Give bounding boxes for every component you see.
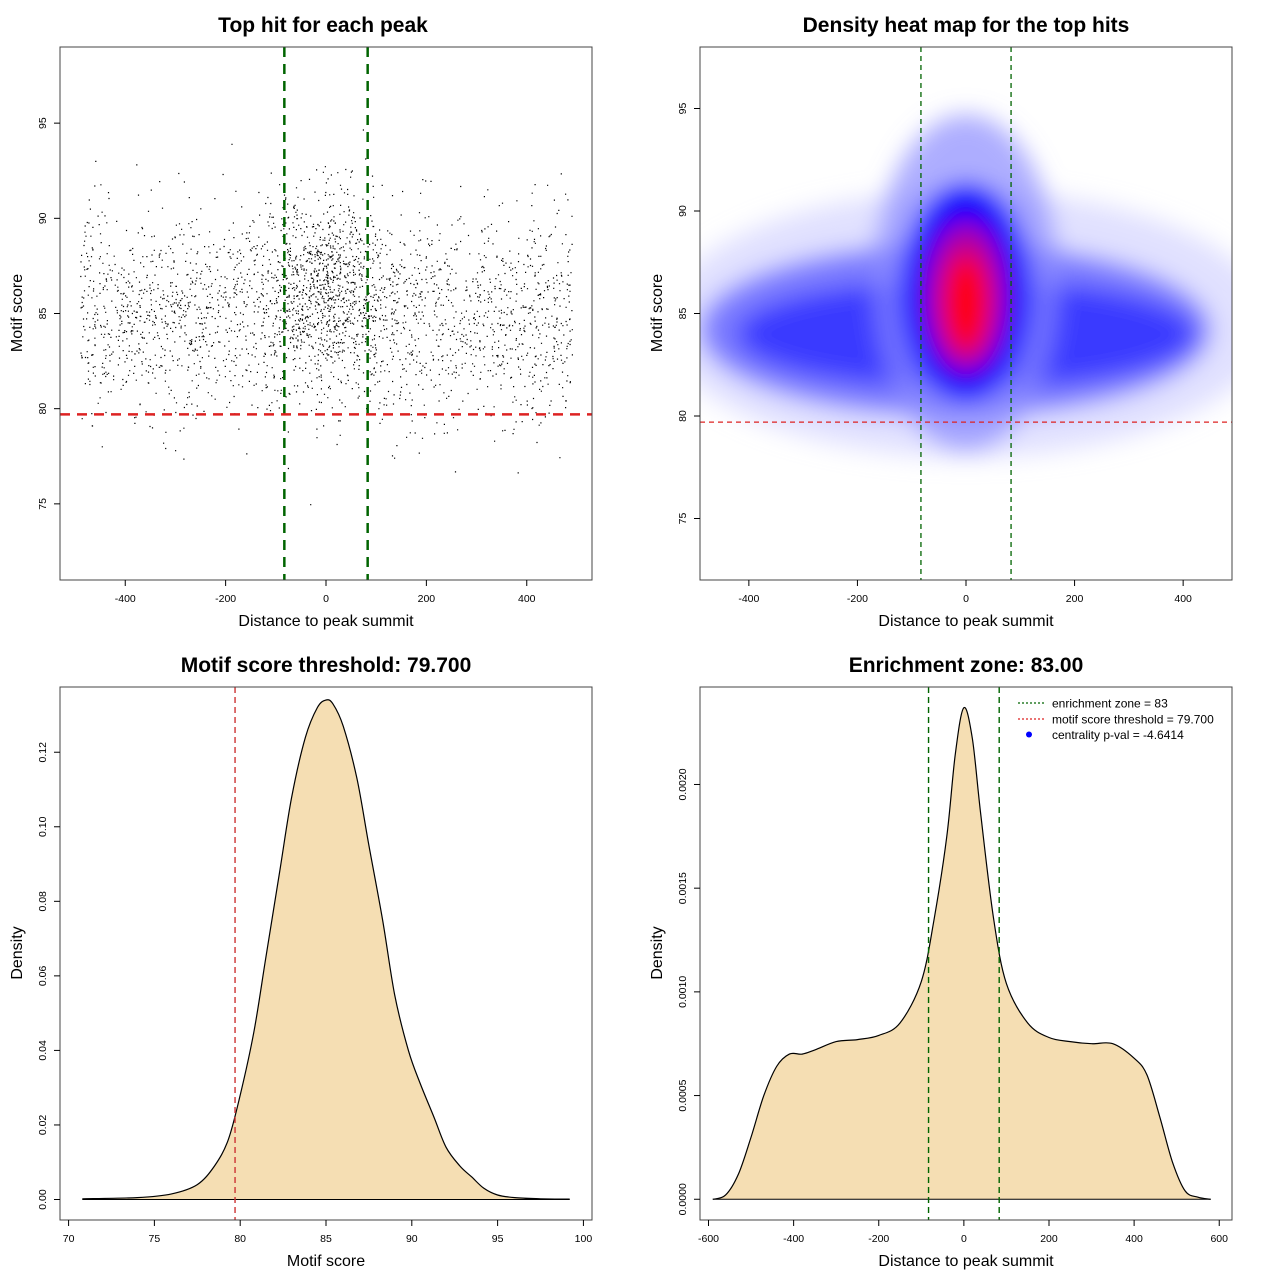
heatmap-title: Density heat map for the top hits (803, 14, 1130, 37)
score-density-ytick-label: 0.12 (37, 742, 49, 763)
panel-heatmap: Density heat map for the top hits -400 -2… (649, 14, 1233, 630)
scatter-xtick-label: 0 (323, 593, 329, 605)
distance-density-xtick-label: 0 (961, 1233, 967, 1245)
distance-density-zone-lines (927, 687, 1000, 1220)
scatter-points (80, 129, 573, 506)
distance-density-area (712, 707, 1211, 1200)
distance-density-curve (712, 707, 1211, 1200)
legend-centrality-point (1026, 731, 1032, 738)
heatmap-xtick-label: -400 (738, 593, 759, 605)
scatter-ylabel: Motif score (9, 274, 26, 352)
scatter-xtick-label: -200 (215, 593, 236, 605)
distance-density-xtick-label: 200 (1040, 1233, 1058, 1245)
panel-score-density: Motif score threshold: 79.700 70 75 80 85 90… (9, 654, 593, 1270)
scatter-xtick-label: 200 (418, 593, 436, 605)
score-density-ytick-label: 0.04 (37, 1040, 49, 1061)
distance-density-ytick-label: 0.0005 (677, 1079, 689, 1111)
score-density-ylabel: Density (9, 926, 26, 979)
score-density-xtick-label: 75 (149, 1233, 161, 1245)
panel-scatter: Top hit for each peak -400 -200 0 200 400 75 8… (9, 14, 593, 630)
distance-density-ytick-label: 0.0010 (677, 976, 689, 1008)
distance-density-xtick-label: 600 (1210, 1233, 1228, 1245)
score-density-ytick-label: 0.08 (37, 891, 49, 912)
score-density-ytick-label: 0.00 (37, 1189, 49, 1210)
distance-density-xtick-label: 400 (1125, 1233, 1143, 1245)
heatmap-ylabel: Motif score (649, 274, 666, 352)
scatter-ytick-label: 85 (37, 308, 49, 320)
scatter-title: Top hit for each peak (218, 14, 428, 37)
heatmap-axes: -400 -200 0 200 400 75 80 85 90 95 (677, 103, 1192, 605)
heatmap-density (700, 47, 1232, 580)
score-density-xtick-label: 100 (575, 1233, 593, 1245)
heatmap-layers (700, 114, 1232, 457)
distance-density-xtick-label: -400 (783, 1233, 804, 1245)
distance-density-frame (699, 686, 1233, 1221)
score-density-xtick-label: 85 (320, 1233, 332, 1245)
distance-density-ytick-label: 0.0000 (677, 1183, 689, 1215)
heatmap-xtick-label: 400 (1174, 593, 1192, 605)
score-density-area (82, 699, 570, 1200)
scatter-xtick-label: 400 (518, 593, 536, 605)
score-density-curve (82, 699, 570, 1200)
heat-center-red (943, 252, 989, 355)
heatmap-xtick-label: 0 (963, 593, 969, 605)
heatmap-xtick-label: -200 (847, 593, 868, 605)
score-density-title: Motif score threshold: 79.700 (181, 654, 472, 677)
distance-density-xtick-label: -600 (698, 1233, 719, 1245)
legend-centrality-pval: centrality p-val = -4.6414 (1052, 728, 1184, 742)
score-density-axes: 70 75 80 85 90 95 100 0.00 0.02 0.04 0.06 0.08 0.10 0… (37, 742, 592, 1245)
panel-distance-density: Enrichment zone: 83.00 -600 -400 -200 0 200 4… (649, 654, 1233, 1270)
distance-density-fill (712, 707, 1211, 1200)
score-density-xtick-label: 70 (63, 1233, 75, 1245)
scatter-xtick-label: -400 (115, 593, 136, 605)
score-density-ytick-label: 0.06 (37, 965, 49, 986)
heatmap-xtick-label: 200 (1066, 593, 1084, 605)
heatmap-ytick-label: 95 (677, 103, 689, 115)
heatmap-ytick-label: 75 (677, 513, 689, 525)
scatter-point (80, 129, 573, 506)
distance-density-ytick-label: 0.0020 (677, 768, 689, 800)
legend-enrichment-zone: enrichment zone = 83 (1052, 697, 1168, 711)
legend-motif-threshold: motif score threshold = 79.700 (1052, 713, 1214, 727)
distance-density-xlabel: Distance to peak summit (878, 1253, 1054, 1270)
heatmap-xlabel: Distance to peak summit (878, 613, 1054, 630)
score-density-fill (82, 699, 570, 1200)
scatter-ytick-label: 95 (37, 117, 49, 129)
scatter-axes: -400 -200 0 200 400 75 80 85 90 95 (37, 117, 536, 605)
distance-density-xtick-label: -200 (868, 1233, 889, 1245)
score-density-xtick-label: 95 (492, 1233, 504, 1245)
legend: enrichment zone = 83 motif score thresho… (1018, 697, 1214, 742)
heatmap-threshold-lines (700, 47, 1232, 580)
scatter-xlabel: Distance to peak summit (238, 613, 414, 630)
distance-density-axes: -600 -400 -200 0 200 400 600 0.0000 0.0005 0.0010… (677, 768, 1228, 1245)
score-density-ytick-label: 0.02 (37, 1115, 49, 1136)
heatmap-ytick-label: 85 (677, 308, 689, 320)
distance-density-ytick-label: 0.0015 (677, 872, 689, 904)
distance-density-title: Enrichment zone: 83.00 (849, 654, 1084, 677)
scatter-ytick-label: 80 (37, 403, 49, 415)
score-density-xlabel: Motif score (287, 1253, 365, 1270)
scatter-ytick-label: 75 (37, 498, 49, 510)
distance-density-ylabel: Density (649, 926, 666, 979)
heatmap-ytick-label: 80 (677, 410, 689, 422)
scatter-threshold-lines (60, 47, 592, 580)
score-density-xtick-label: 80 (234, 1233, 246, 1245)
scatter-ytick-label: 90 (37, 212, 49, 224)
heatmap-ytick-label: 90 (677, 205, 689, 217)
score-density-ytick-label: 0.10 (37, 816, 49, 837)
score-density-xtick-label: 90 (406, 1233, 418, 1245)
